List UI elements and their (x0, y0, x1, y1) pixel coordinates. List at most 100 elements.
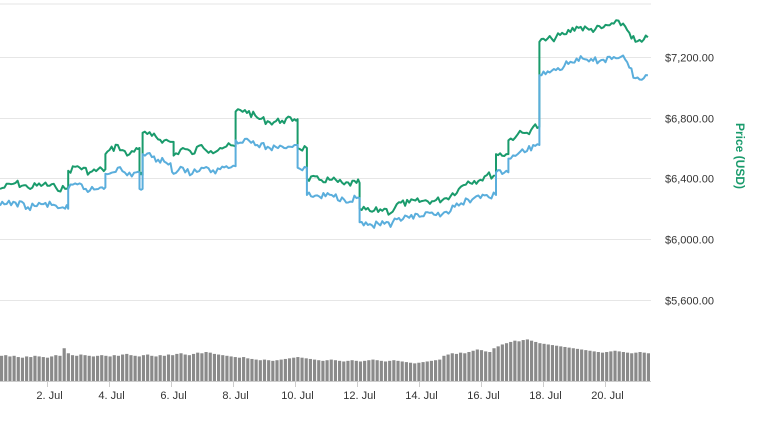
x-tick-label: 8. Jul (222, 390, 248, 402)
volume-bar (408, 362, 413, 381)
volume-bar (325, 360, 329, 381)
volume-bar (517, 341, 521, 381)
volume-bar (375, 360, 379, 381)
volume-bar (100, 355, 104, 381)
volume-bar (108, 356, 112, 381)
volume-bar (20, 357, 25, 381)
x-tick-label: 10. Jul (281, 390, 313, 402)
volume-bar (388, 360, 392, 381)
volume-bar (91, 356, 95, 381)
volume-bar (600, 352, 605, 381)
volume-bar (571, 348, 575, 381)
x-axis-ticks: 2. Jul 4. Jul 6. Jul 8. Jul 10. Jul 12. Jul 14… (36, 381, 624, 402)
volume-bar (521, 340, 525, 381)
volume-bar (183, 354, 187, 381)
volume-bar (8, 356, 12, 381)
volume-bar (58, 355, 62, 381)
volume-bar (0, 355, 4, 381)
volume-bar (484, 351, 488, 381)
volume-bar (162, 355, 166, 381)
volume-bar (33, 355, 37, 381)
volume-bar (421, 362, 425, 381)
volume-bar (129, 355, 133, 381)
volume-bar (95, 355, 100, 381)
volume-bar (37, 356, 41, 381)
volume-bar (292, 357, 296, 381)
volume-bar (25, 356, 29, 381)
volume-bar (496, 346, 500, 381)
volume-bar (459, 352, 463, 381)
volume-bar (563, 346, 567, 381)
volume-bar (434, 360, 438, 381)
y-tick-label: $6,800.00 (665, 114, 714, 126)
volume-bar (254, 359, 258, 381)
volume-bar (371, 359, 375, 381)
volume-bar (617, 351, 621, 381)
volume-bar (121, 354, 125, 381)
volume-bar (29, 357, 33, 381)
volume-bar (630, 353, 634, 381)
volume-bar (609, 351, 613, 381)
volume-bar (592, 351, 596, 381)
volume-bar (116, 355, 121, 381)
x-tick-label: 14. Jul (405, 390, 437, 402)
volume-bar (271, 360, 275, 381)
volume-bar (54, 355, 58, 381)
volume-bar (225, 355, 229, 381)
volume-bar (75, 355, 79, 381)
series-line-blue (0, 54, 648, 229)
volume-bar (150, 355, 154, 381)
volume-bar (567, 347, 571, 381)
volume-bar (529, 340, 534, 381)
volume-bar (588, 350, 592, 381)
volume-bar (513, 340, 517, 381)
volume-bar (112, 355, 116, 381)
volume-bar (104, 355, 108, 381)
volume-bar (200, 353, 204, 381)
volume-bar (12, 355, 16, 381)
volume-bar (488, 352, 492, 381)
volume-bar (429, 360, 433, 381)
volume-bar (613, 350, 617, 381)
volume-bar (463, 353, 467, 381)
volume-bar (83, 355, 87, 381)
volume-bar (358, 361, 363, 381)
volume-bar (333, 360, 338, 381)
volume-bar (166, 354, 171, 381)
x-tick-label: 16. Jul (467, 390, 499, 402)
volume-bar (187, 355, 191, 381)
volume-bar (442, 355, 446, 381)
volume-bar (158, 355, 162, 381)
volume-bar (367, 360, 371, 381)
volume-bar (525, 339, 529, 381)
y-axis-label: Price (USD) (733, 123, 747, 189)
volume-bar (191, 353, 196, 381)
volume-bar (141, 355, 146, 381)
volume-bar (546, 344, 550, 381)
y-tick-label: $6,000.00 (665, 235, 714, 247)
volume-bar (204, 352, 208, 381)
volume-bar (379, 360, 383, 381)
volume-bar (154, 356, 158, 381)
volume-bar (555, 345, 559, 381)
volume-bar (300, 357, 304, 381)
volume-bar (45, 357, 50, 381)
x-tick-label: 6. Jul (160, 390, 186, 402)
volume-bar (237, 357, 242, 381)
volume-bar (646, 353, 650, 381)
volume-bar (275, 360, 279, 381)
volume-bar (146, 354, 150, 381)
series-line-green (0, 19, 649, 216)
y-tick-label: $5,600.00 (665, 296, 714, 308)
volume-bar (605, 352, 609, 381)
y-tick-label: $6,400.00 (665, 174, 714, 186)
volume-bar (287, 358, 292, 381)
volume-bar (596, 352, 600, 381)
volume-bar (383, 361, 388, 381)
volume-bar (550, 345, 555, 381)
volume-bar (212, 353, 216, 381)
volume-bar (179, 353, 183, 381)
volume-bar (425, 361, 429, 381)
volume-bar (50, 356, 54, 381)
volume-bar (196, 352, 200, 381)
